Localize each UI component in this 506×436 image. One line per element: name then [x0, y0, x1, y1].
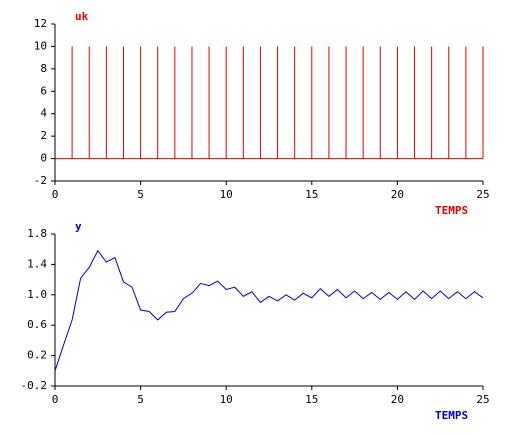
y-tick-label: 0	[40, 152, 47, 165]
x-tick-label: 10	[220, 188, 233, 201]
y-tick-label: 10	[34, 39, 47, 52]
x-tick-label: 0	[52, 188, 59, 201]
x-tick-label: 20	[391, 393, 404, 406]
y-tick-label: -0.2	[21, 379, 48, 392]
x-tick-label: 25	[476, 393, 489, 406]
y-tick-label: 2	[40, 129, 47, 142]
y-tick-label: 0.2	[27, 349, 47, 362]
x-axis-label: TEMPS	[435, 204, 468, 217]
x-axis-label: TEMPS	[435, 409, 468, 422]
chart-title: uk	[75, 10, 89, 23]
y-tick-label: 6	[40, 84, 47, 97]
x-tick-label: 5	[137, 393, 144, 406]
y-tick-label: 1.4	[27, 257, 47, 270]
y-tick-label: 0.6	[27, 318, 47, 331]
y-tick-label: 1.0	[27, 288, 47, 301]
x-tick-label: 15	[305, 393, 318, 406]
y-tick-label: 8	[40, 62, 47, 75]
x-tick-label: 15	[305, 188, 318, 201]
x-tick-label: 5	[137, 188, 144, 201]
y-tick-label: 12	[34, 17, 47, 30]
x-tick-label: 20	[391, 188, 404, 201]
y-tick-label: 4	[40, 107, 47, 120]
chart-title: y	[75, 220, 82, 233]
y-tick-label: -2	[34, 174, 47, 187]
line-series	[54, 249, 484, 371]
x-tick-label: 0	[52, 393, 59, 406]
x-tick-label: 25	[476, 188, 489, 201]
y-tick-label: 1.8	[27, 227, 47, 240]
x-tick-label: 10	[220, 393, 233, 406]
